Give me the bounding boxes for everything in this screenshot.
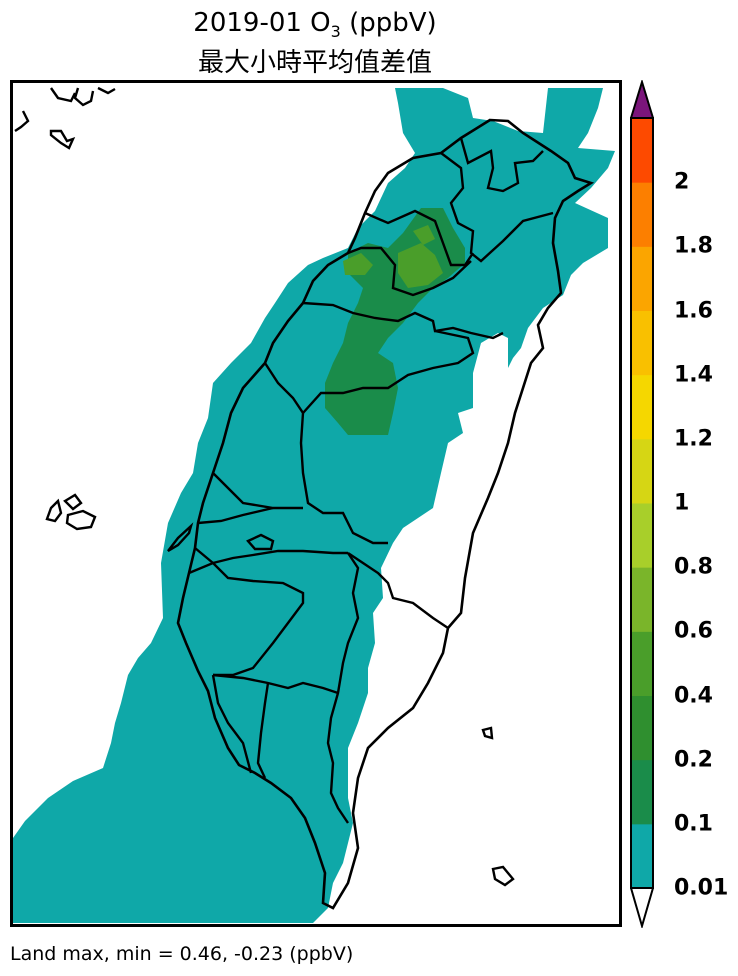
colorbar-bin <box>631 631 653 696</box>
county-boundaries <box>188 137 554 824</box>
green-island <box>481 726 494 740</box>
colorbar-tick-label: 0.6 <box>674 618 713 644</box>
colorbar-tick-label: 2 <box>674 169 690 195</box>
penghu-islands <box>45 493 97 531</box>
colorbar-bin <box>631 310 653 376</box>
mainland-coast <box>14 86 116 150</box>
colorbar-bin <box>631 695 653 761</box>
colorbar-tick-label: 0.2 <box>674 747 713 773</box>
colorbar-bin <box>631 503 653 568</box>
shaded-sea-region <box>13 88 615 923</box>
land-max-min-footer: Land max, min = 0.46, -0.23 (ppbV) <box>10 943 354 965</box>
colorbar-bin <box>631 567 653 632</box>
colorbar-bin <box>631 759 653 825</box>
colorbar-tick-label: 1.6 <box>674 298 713 323</box>
colorbar <box>630 80 654 928</box>
orchid-island <box>491 865 515 887</box>
colorbar-tick-label: 1.4 <box>674 362 713 388</box>
colorbar-over-extension <box>630 80 654 119</box>
lake-outline <box>246 533 275 551</box>
colorbar-bin <box>631 374 653 440</box>
title-prefix: 2019-01 O <box>193 8 331 38</box>
title-subscript: 3 <box>330 22 341 42</box>
colorbar-bin <box>631 438 653 504</box>
colorbar-tick-label: 1.8 <box>674 233 713 259</box>
colorbar-bin <box>631 246 653 311</box>
map-panel <box>10 80 622 927</box>
colorbar-tick-label: 1.2 <box>674 426 713 452</box>
colorbar-tick-label: 0.01 <box>674 875 729 901</box>
shaded-level2-region <box>343 253 373 275</box>
title-suffix: (ppbV) <box>340 8 437 38</box>
colorbar-bin <box>631 823 653 889</box>
colorbar-tick-label: 0.1 <box>674 811 713 837</box>
map-title-line2: 最大小時平均值差值 <box>197 48 432 78</box>
colorbar-bin <box>631 182 653 247</box>
colorbar-tick-label: 0.4 <box>674 683 713 708</box>
shaded-level2-region-c <box>413 225 435 245</box>
map-svg <box>13 86 615 923</box>
map-title-line1: 2019-01 O3 (ppbV) <box>0 8 630 41</box>
colorbar-tick-label: 0.8 <box>674 554 713 580</box>
colorbar-tick-label: 1 <box>674 490 690 516</box>
colorbar-under-extension <box>630 887 654 928</box>
shaded-level2-region-b <box>398 243 443 288</box>
colorbar-bin <box>631 118 653 183</box>
taiwan-coastline <box>176 118 595 910</box>
small-island-west <box>167 522 194 553</box>
